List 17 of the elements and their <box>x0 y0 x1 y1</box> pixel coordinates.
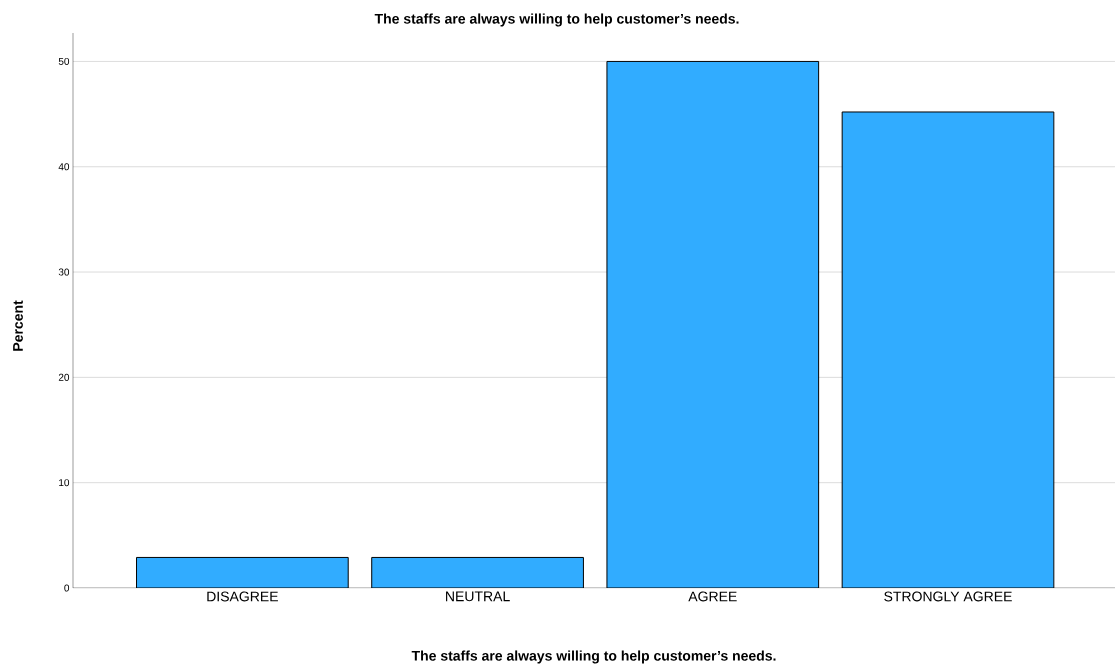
bar <box>136 556 349 588</box>
y-tick-label: 40 <box>58 163 70 171</box>
bar <box>371 556 584 588</box>
y-tick-label: 0 <box>64 584 70 592</box>
chart-title: The staffs are always willing to help customer’s needs. <box>374 13 739 27</box>
bar <box>606 60 820 588</box>
y-axis-title: Percent <box>13 300 23 351</box>
y-tick-label: 30 <box>58 268 70 276</box>
y-tick-label: 20 <box>58 373 70 381</box>
bar <box>841 111 1055 588</box>
x-tick-label: NEUTRAL <box>446 591 510 602</box>
x-tick-label: DISAGREE <box>207 591 278 602</box>
x-axis-title: The staffs are always willing to help customer’s needs. <box>411 650 776 664</box>
x-tick-label: STRONGLY AGREE <box>884 591 1012 602</box>
x-tick-label: AGREE <box>688 591 737 602</box>
y-tick-label: 10 <box>59 479 70 487</box>
y-tick-label: 50 <box>58 57 70 65</box>
